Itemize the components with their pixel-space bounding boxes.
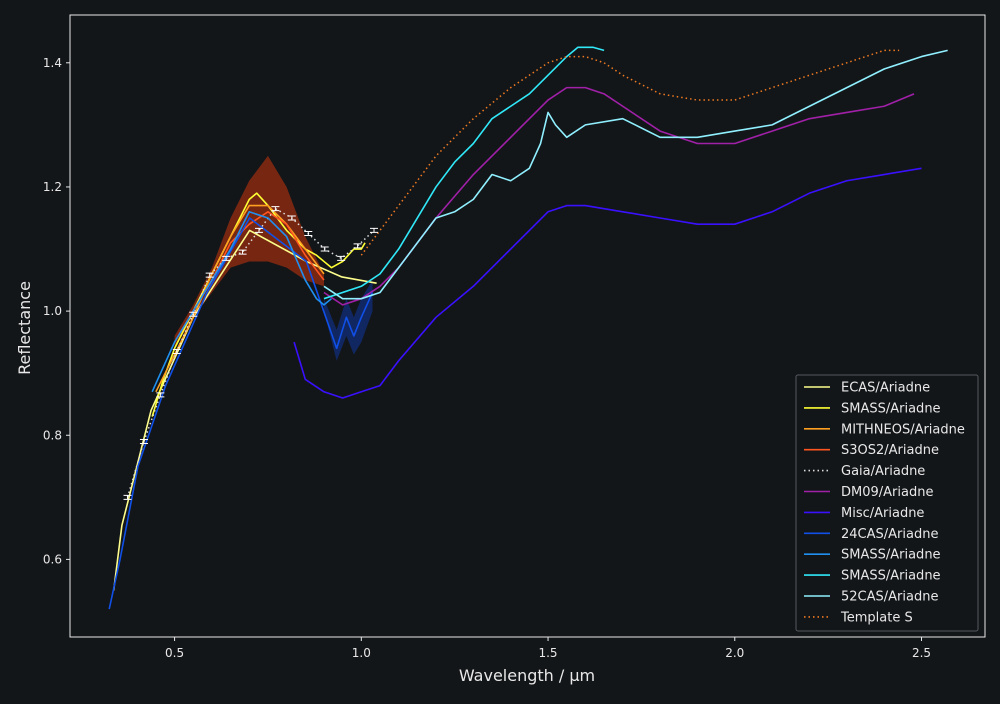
errorbar-marker-14	[353, 243, 362, 249]
x-tick-label-1: 1.0	[352, 646, 371, 660]
legend-label-smass-ariadne-9: SMASS/Ariadne	[841, 569, 941, 584]
series-line-ecas-ariadne-0	[112, 229, 377, 591]
plot-frame	[69, 14, 986, 638]
legend-label-gaia-ariadne-4: Gaia/Ariadne	[841, 464, 925, 479]
legend-box	[795, 374, 979, 632]
errorbar-marker-10	[287, 215, 296, 221]
errorbar-markers	[123, 206, 379, 500]
x-tick-label-4: 2.5	[912, 646, 931, 660]
series-line-smass-ariadne-9	[323, 46, 605, 300]
series-line-misc-ariadne-6	[293, 167, 922, 399]
x-axis-ticks: 0.5 1.0 1.5 2.0 2.5	[165, 637, 931, 660]
series-line-dm09-ariadne-5	[323, 86, 915, 306]
legend-label-52cas-ariadne-10: 52CAS/Ariadne	[841, 590, 938, 605]
legend-label-smass-ariadne-1: SMASS/Ariadne	[841, 401, 941, 416]
series-line-24cas-ariadne-7	[108, 217, 374, 610]
errorbar-marker-0	[123, 494, 132, 500]
series-line-smass-ariadne-8	[151, 210, 332, 393]
y-tick-label-0: 0.6	[43, 552, 62, 566]
x-tick-label-0: 0.5	[165, 646, 184, 660]
series-line-gaia-ariadne-4	[126, 207, 375, 498]
legend-label-24cas-ariadne-7: 24CAS/Ariadne	[841, 527, 938, 542]
y-tick-label-1: 0.8	[43, 428, 62, 442]
errorbar-marker-2	[156, 392, 165, 398]
errorbar-marker-13	[337, 255, 346, 261]
errorbar-marker-7	[238, 249, 247, 255]
errorbar-marker-4	[189, 311, 198, 317]
legend-label-dm09-ariadne-5: DM09/Ariadne	[841, 485, 933, 500]
legend-label-mithneos-ariadne-2: MITHNEOS/Ariadne	[841, 422, 965, 437]
y-tick-label-2: 1.0	[43, 304, 62, 318]
series-line-52cas-ariadne-10	[323, 49, 948, 300]
x-tick-label-3: 2.0	[725, 646, 744, 660]
y-axis-ticks: 0.6 0.8 1.0 1.2 1.4	[43, 56, 70, 566]
errorbar-marker-9	[271, 206, 280, 212]
errorbar-marker-12	[320, 246, 329, 252]
y-axis-label: Reflectance	[15, 281, 34, 375]
series-lines	[108, 46, 948, 610]
legend-label-template-s-11: Template S	[840, 610, 913, 625]
errorbar-marker-6	[222, 255, 231, 261]
errorbar-marker-8	[254, 227, 263, 233]
legend: ECAS/Ariadne SMASS/Ariadne MITHNEOS/Ariadn…	[795, 374, 979, 632]
legend-label-ecas-ariadne-0: ECAS/Ariadne	[841, 381, 930, 396]
legend-label-smass-ariadne-8: SMASS/Ariadne	[841, 548, 941, 563]
x-axis-label: Wavelength / µm	[459, 666, 595, 685]
errorbar-marker-5	[205, 272, 214, 278]
legend-label-s3os2-ariadne-3: S3OS2/Ariadne	[841, 443, 939, 458]
x-tick-label-2: 1.5	[538, 646, 557, 660]
errorbar-marker-15	[370, 227, 379, 233]
y-tick-label-4: 1.4	[43, 56, 62, 70]
errorbar-marker-3	[172, 348, 181, 354]
legend-label-misc-ariadne-6: Misc/Ariadne	[841, 506, 924, 521]
errorbar-marker-11	[304, 231, 313, 237]
errorbar-marker-1	[139, 438, 148, 444]
band-s3os2-ariadne-0	[174, 155, 324, 349]
y-tick-label-3: 1.2	[43, 180, 62, 194]
